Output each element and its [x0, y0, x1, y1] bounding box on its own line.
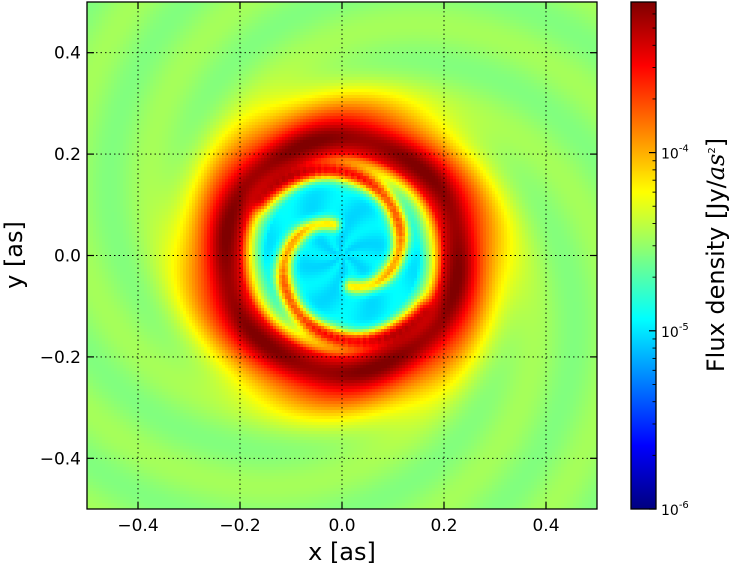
x-tick-label: 0.4	[532, 516, 559, 536]
y-tick-label: −0.2	[40, 348, 81, 368]
colorbar-frame	[630, 1, 657, 510]
colorbar-gradient	[631, 2, 656, 509]
x-axis-label: x [as]	[308, 538, 376, 566]
y-axis-label: y [as]	[0, 221, 28, 289]
colorbar-label: Flux density [Jy/as2]	[702, 138, 730, 372]
y-tick-label: −0.4	[40, 449, 81, 469]
colorbar-tick-label: 10-6	[661, 500, 689, 519]
x-tick-label: 0.2	[430, 516, 457, 536]
y-tick-label: 0.0	[54, 247, 81, 267]
colorbar: 10-6 10-5 10-4 Flux density [Jy/as2]	[630, 1, 730, 519]
grid-lines	[87, 2, 597, 509]
y-tick-label: 0.4	[54, 44, 81, 64]
colorbar-tick-label: 10-4	[661, 144, 689, 163]
heatmap-panel: −0.4 −0.2 0.0 0.2 0.4 −0.4 −0.2 0.0 0.2 0.4	[40, 1, 598, 536]
y-tick-label: 0.2	[54, 145, 81, 165]
colorbar-tick-label: 10-5	[661, 322, 689, 341]
x-tick-label: 0.0	[328, 516, 355, 536]
x-axis-ticks: −0.4 −0.2 0.0 0.2 0.4	[117, 2, 560, 536]
y-axis-ticks: −0.4 −0.2 0.0 0.2 0.4	[40, 44, 597, 469]
x-tick-label: −0.4	[117, 516, 158, 536]
colorbar-ticks: 10-6 10-5 10-4	[649, 13, 689, 519]
x-tick-label: −0.2	[219, 516, 260, 536]
